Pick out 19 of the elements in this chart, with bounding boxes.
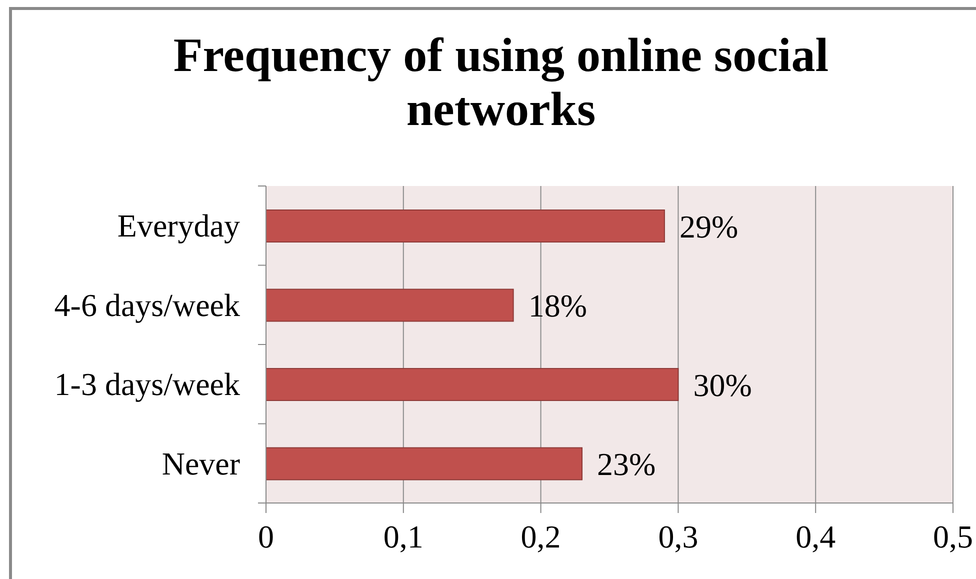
x-tick-label: 0,1	[383, 518, 424, 555]
x-tick-label: 0	[258, 518, 274, 555]
bar	[266, 210, 665, 242]
y-tick-label: 4-6 days/week	[54, 286, 240, 323]
y-tick-label: Everyday	[117, 208, 240, 244]
bar	[266, 288, 514, 322]
y-tick-label: 1-3 days/week	[54, 366, 240, 402]
data-label: 29%	[679, 208, 738, 244]
bar	[266, 368, 679, 401]
chart-title: Frequency of using online social networks	[172, 29, 830, 137]
x-tick-label: 0,4	[796, 518, 836, 555]
x-tick-label: 0,5	[933, 518, 973, 555]
bar	[266, 447, 583, 480]
data-label: 30%	[693, 366, 752, 403]
data-label: 18%	[528, 288, 587, 324]
x-tick-label: 0,3	[658, 518, 698, 555]
y-tick-label: Never	[162, 445, 240, 482]
x-tick-label: 0,2	[520, 518, 561, 555]
data-label: 23%	[597, 446, 656, 482]
